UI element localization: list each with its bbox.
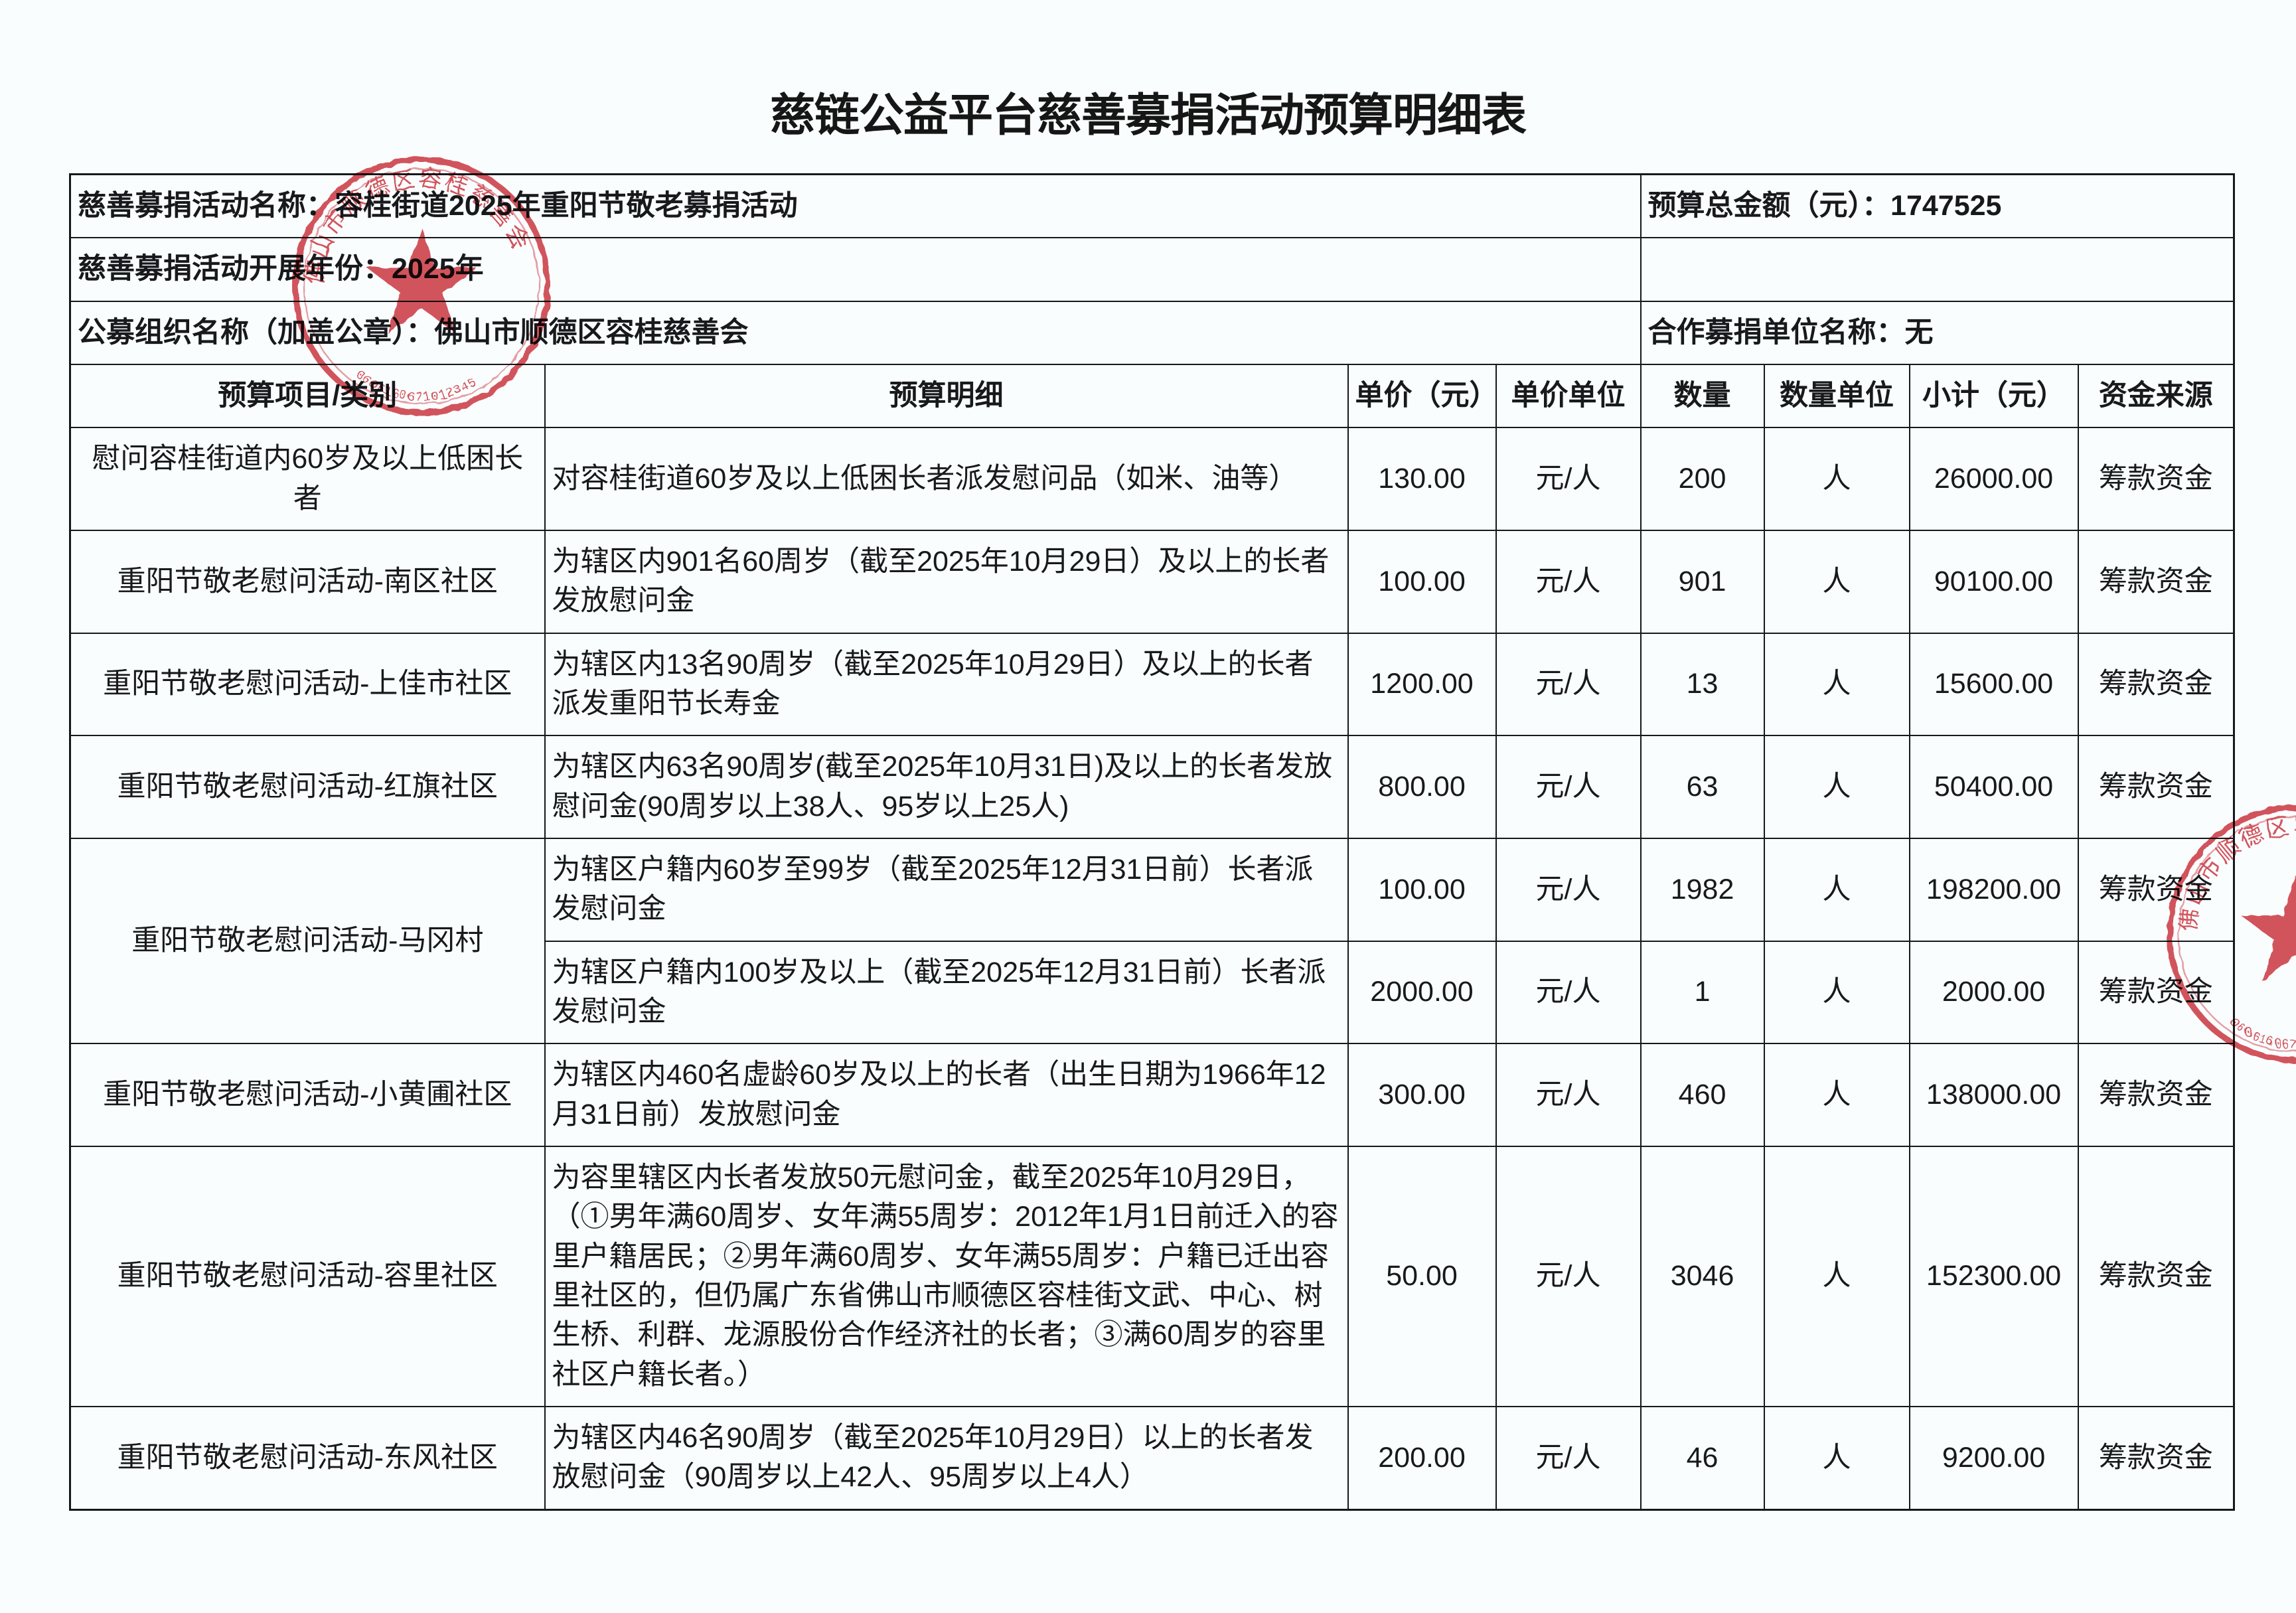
svg-text:0606160671012345: 0606160671012345 [2228,1016,2296,1053]
